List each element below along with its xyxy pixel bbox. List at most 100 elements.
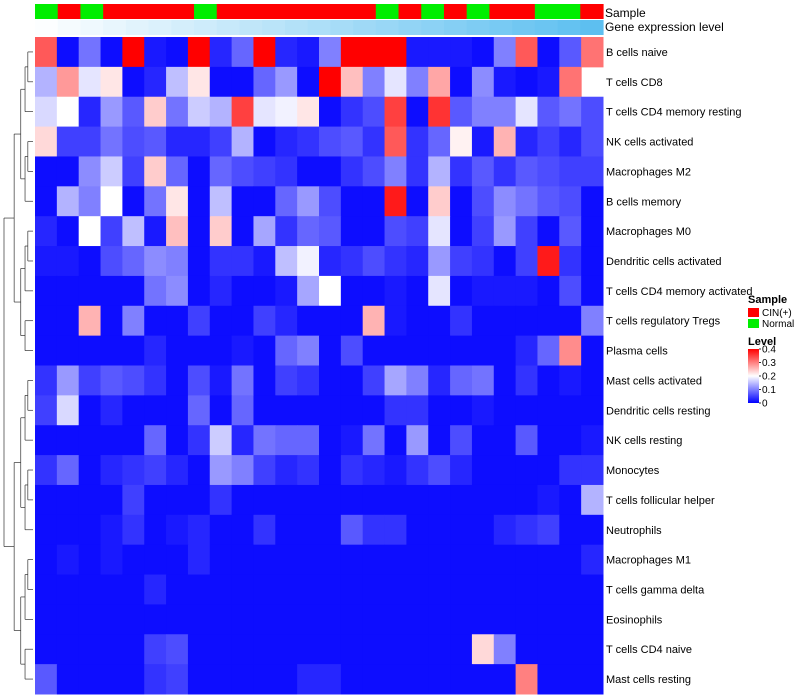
- heatmap-cell: [406, 186, 429, 217]
- heatmap-cell: [209, 484, 233, 516]
- heatmap-cell: [275, 126, 298, 157]
- heatmap-cell: [471, 335, 495, 366]
- heatmap-cell: [319, 186, 342, 217]
- heatmap-cell: [78, 37, 102, 68]
- heatmap-cell: [559, 275, 582, 307]
- heatmap-cell: [253, 365, 276, 396]
- heatmap-cell: [122, 126, 145, 157]
- heatmap-cell: [406, 514, 429, 546]
- heatmap-cell: [384, 484, 407, 516]
- heatmap-cell: [428, 37, 451, 68]
- heatmap-cell: [297, 484, 320, 516]
- level-tick-label: 0.3: [762, 358, 776, 369]
- heatmap-cell: [406, 305, 429, 337]
- heatmap-cell: [406, 664, 429, 695]
- row-label: Dendritic cells activated: [606, 256, 722, 268]
- heatmap-cell: [406, 37, 429, 68]
- heatmap-cell: [144, 634, 167, 665]
- heatmap-cell: [275, 66, 298, 98]
- heatmap-cell: [297, 126, 320, 157]
- sample-annotation-cell: [466, 4, 490, 19]
- heatmap-cell: [275, 484, 298, 516]
- heatmap-cell: [515, 574, 538, 605]
- heatmap-cell: [166, 126, 189, 157]
- heatmap-cell: [515, 66, 538, 98]
- heatmap-cell: [100, 275, 123, 307]
- heatmap-cell: [471, 246, 495, 277]
- heatmap-cell: [275, 365, 298, 396]
- heatmap-cell: [100, 544, 123, 576]
- heatmap-cell: [78, 126, 102, 157]
- heatmap-cell: [428, 275, 451, 307]
- heatmap-cell: [319, 604, 342, 635]
- annotation-bars: [35, 4, 604, 35]
- heatmap-cell: [78, 216, 102, 247]
- heatmap-cell: [100, 156, 123, 187]
- heatmap-cell: [100, 395, 123, 426]
- heatmap-cell: [253, 664, 276, 695]
- sample-annotation-cell: [148, 4, 172, 19]
- heatmap-cell: [297, 664, 320, 695]
- heatmap-cell: [340, 634, 364, 665]
- heatmap-cell: [253, 275, 276, 307]
- heatmap-cell: [78, 96, 102, 128]
- heatmap-cell: [56, 66, 80, 98]
- heatmap-cell: [384, 66, 407, 98]
- heatmap-cell: [362, 484, 386, 516]
- heatmap-cell: [384, 455, 407, 486]
- sample-annotation-cell: [580, 4, 604, 19]
- heatmap-cell: [297, 275, 320, 307]
- heatmap-cell: [428, 156, 451, 187]
- heatmap-cell: [515, 484, 538, 516]
- heatmap-cell: [275, 425, 298, 456]
- heatmap-cell: [275, 335, 298, 366]
- heatmap-cell: [319, 37, 342, 68]
- heatmap-cell: [56, 156, 80, 187]
- heatmap-cell: [100, 514, 123, 546]
- heatmap-cell: [297, 96, 320, 128]
- heatmap-cell: [144, 365, 167, 396]
- heatmap-cell: [559, 365, 582, 396]
- sample-annotation-cell: [80, 4, 104, 19]
- heatmap-cell: [428, 425, 451, 456]
- row-dendrogram: [3, 51, 33, 680]
- heatmap-cell: [384, 335, 407, 366]
- heatmap-cell: [35, 96, 58, 128]
- heatmap-cell: [581, 246, 604, 277]
- heatmap-cell: [275, 216, 298, 247]
- heatmap-cell: [515, 305, 538, 337]
- heatmap-cell: [581, 604, 604, 635]
- heatmap-cell: [319, 156, 342, 187]
- heatmap-cell: [78, 305, 102, 337]
- heatmap-cell: [581, 275, 604, 307]
- heatmap-cell: [78, 544, 102, 576]
- heatmap-cell: [340, 425, 364, 456]
- heatmap-cell: [56, 275, 80, 307]
- heatmap-cell: [406, 395, 429, 426]
- heatmap-cell: [187, 335, 211, 366]
- heatmap-cell: [340, 156, 364, 187]
- heatmap-cell: [56, 604, 80, 635]
- heatmap-cell: [559, 37, 582, 68]
- heatmap-cell: [559, 604, 582, 635]
- heatmap-cell: [144, 37, 167, 68]
- heatmap-cell: [362, 514, 386, 546]
- heatmap-cell: [559, 126, 582, 157]
- heatmap-cell: [340, 604, 364, 635]
- expression-annotation-cell: [398, 20, 422, 35]
- heatmap-cell: [100, 664, 123, 695]
- heatmap-cell: [275, 395, 298, 426]
- heatmap-cell: [450, 335, 473, 366]
- row-label: Dendritic cells resting: [606, 405, 711, 417]
- heatmap-cell: [559, 425, 582, 456]
- heatmap-cell: [581, 365, 604, 396]
- heatmap-cell: [122, 664, 145, 695]
- heatmap-cell: [493, 275, 517, 307]
- level-tick-label: 0.2: [762, 372, 776, 383]
- heatmap-cell: [559, 305, 582, 337]
- heatmap-cell: [122, 216, 145, 247]
- heatmap-cell: [319, 425, 342, 456]
- sample-annotation-cell: [443, 4, 468, 19]
- expression-annotation-cell: [557, 20, 581, 35]
